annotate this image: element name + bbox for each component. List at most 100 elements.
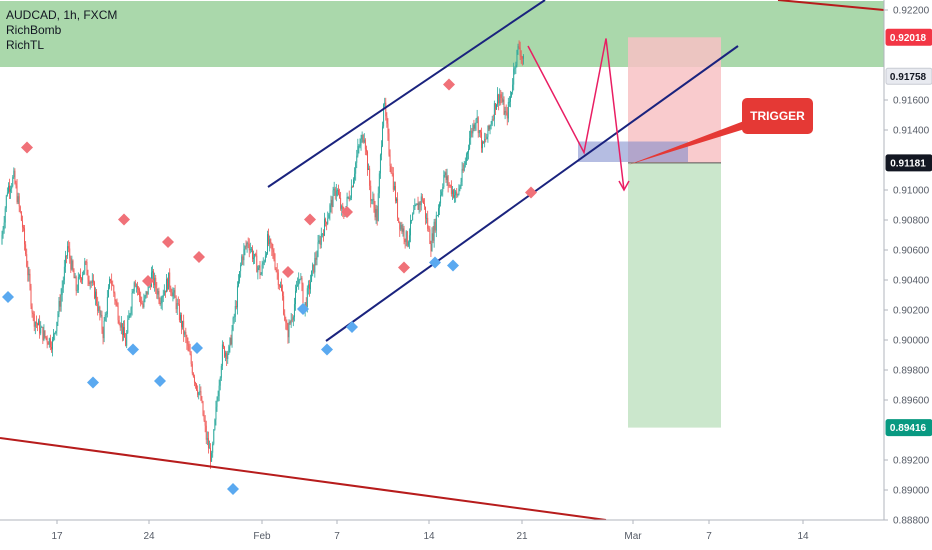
- candle-body: [146, 291, 148, 295]
- candle-body: [378, 173, 380, 194]
- candle-body: [3, 222, 5, 230]
- candle-body: [30, 286, 32, 307]
- candle-body: [161, 297, 163, 304]
- candle-body: [11, 186, 13, 189]
- candle-body: [276, 269, 278, 273]
- time-tick-label: 7: [334, 531, 340, 542]
- candle-body: [302, 284, 304, 308]
- price-tick-label: 0.92200: [893, 6, 930, 17]
- candle-body: [278, 285, 280, 287]
- candle-body: [438, 208, 439, 216]
- candle-body: [461, 168, 463, 183]
- candle-body: [401, 224, 403, 232]
- candle-body: [110, 279, 112, 281]
- candle-body: [123, 326, 124, 336]
- symbol-label[interactable]: AUDCAD, 1h, FXCM: [6, 8, 118, 22]
- projection-arrowhead: [618, 180, 630, 192]
- swing-high-marker: [341, 206, 353, 218]
- candle-body: [433, 221, 435, 241]
- candle-body: [458, 188, 460, 195]
- candle-body: [300, 277, 302, 279]
- candle-body: [83, 270, 85, 275]
- candle-body: [312, 264, 314, 271]
- candle-body: [9, 185, 10, 192]
- candle-body: [155, 277, 157, 289]
- candle-body: [180, 314, 181, 321]
- price-tick-label: 0.90000: [893, 336, 930, 347]
- candle-body: [171, 292, 173, 297]
- candle-body: [62, 280, 64, 288]
- candle-body: [449, 185, 451, 186]
- candle-body: [418, 202, 420, 210]
- candle-body: [45, 336, 47, 338]
- candle-body: [508, 101, 510, 103]
- swing-high-marker: [162, 236, 174, 248]
- candle-body: [332, 190, 334, 207]
- candle-body: [470, 130, 472, 139]
- candle-body: [140, 296, 142, 304]
- candle-body: [177, 303, 179, 305]
- candle-body: [4, 208, 6, 223]
- candle-body: [172, 292, 174, 297]
- candle-body: [19, 206, 21, 212]
- candle-body: [247, 242, 249, 245]
- candle-body: [282, 290, 284, 297]
- candle-body: [434, 221, 436, 231]
- candle-body: [357, 146, 359, 156]
- candle-body: [67, 246, 69, 256]
- candle-body: [46, 337, 48, 343]
- candle-body: [168, 272, 170, 290]
- candle-body: [167, 278, 168, 290]
- candle-body: [387, 123, 389, 134]
- candle-body: [386, 116, 388, 124]
- candle-body: [446, 176, 448, 180]
- price-tick-label: 0.91600: [893, 96, 930, 107]
- candle-body: [131, 293, 133, 309]
- candle-body: [275, 268, 277, 270]
- candle-body: [330, 199, 332, 206]
- candle-body: [381, 146, 382, 155]
- candle-body: [173, 290, 175, 293]
- swing-low-marker: [321, 343, 333, 356]
- candle-body: [281, 285, 282, 291]
- candle-body: [53, 333, 55, 340]
- candle-body: [206, 438, 208, 440]
- candle-body: [77, 276, 79, 291]
- candle-body: [404, 238, 406, 243]
- candle-body: [233, 316, 235, 318]
- candle-body: [469, 138, 471, 149]
- candle-body: [137, 285, 138, 289]
- candle-body: [25, 244, 27, 255]
- candle-body: [324, 218, 325, 236]
- swing-high-marker: [443, 78, 455, 91]
- candle-body: [198, 392, 200, 395]
- candle-body: [450, 185, 452, 194]
- time-axis-bg: [0, 520, 932, 550]
- candle-body: [224, 346, 225, 357]
- candle-body: [320, 234, 322, 245]
- swing-low-marker: [154, 375, 166, 387]
- candle-body: [105, 314, 107, 315]
- indicator-label-richbomb[interactable]: RichBomb: [6, 23, 62, 37]
- swing-low-marker: [227, 483, 239, 495]
- candle-body: [91, 280, 93, 284]
- candle-body: [189, 351, 191, 355]
- candle-body: [147, 283, 149, 295]
- candle-body: [432, 233, 434, 241]
- candle-body: [85, 261, 87, 263]
- candle-body: [309, 284, 310, 290]
- indicator-label-richtl[interactable]: RichTL: [6, 38, 45, 52]
- candle-body: [266, 253, 267, 256]
- candle-body: [205, 425, 207, 440]
- candle-body: [262, 262, 264, 265]
- candle-body: [94, 282, 95, 299]
- candle-body: [314, 257, 316, 273]
- candle-body: [219, 377, 221, 386]
- candle-body: [38, 320, 39, 326]
- candle-body: [26, 254, 28, 267]
- candle-body: [487, 125, 489, 137]
- candle-body: [29, 273, 31, 287]
- candle-body: [391, 173, 393, 175]
- candle-body: [119, 324, 121, 328]
